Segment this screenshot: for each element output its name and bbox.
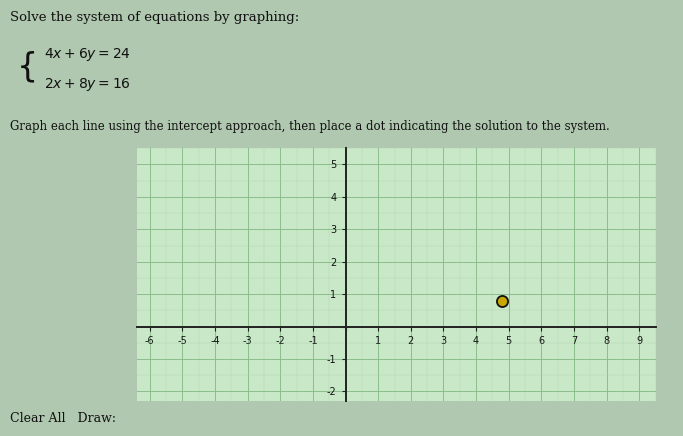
Text: {: { [17,50,38,83]
Text: $4x + 6y = 24$: $4x + 6y = 24$ [44,46,131,63]
Text: $2x + 8y = 16$: $2x + 8y = 16$ [44,76,131,93]
Text: Graph each line using the intercept approach, then place a dot indicating the so: Graph each line using the intercept appr… [10,120,610,133]
Text: Solve the system of equations by graphing:: Solve the system of equations by graphin… [10,11,299,24]
Text: Clear All   Draw:: Clear All Draw: [10,412,116,425]
